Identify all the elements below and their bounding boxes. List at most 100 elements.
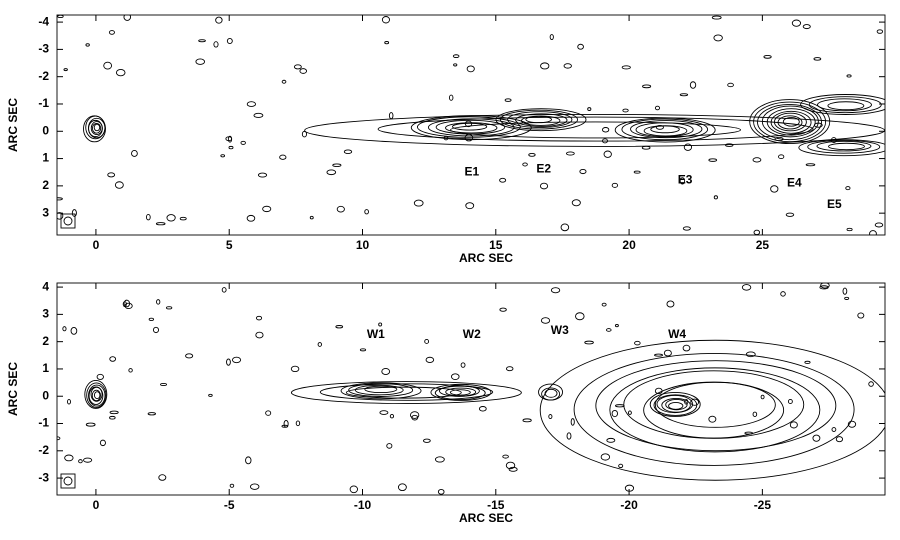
contour [753, 229, 761, 235]
contour [460, 362, 466, 368]
contour [708, 158, 718, 162]
contour [744, 431, 754, 435]
y-tick-label: 0 [42, 388, 49, 402]
y-tick-label: 1 [42, 151, 49, 165]
x-tick-label: 20 [622, 238, 636, 252]
contour [830, 137, 837, 143]
contour [63, 68, 68, 72]
contour [668, 401, 684, 410]
contour [817, 98, 872, 112]
x-axis-label: ARC SEC [459, 251, 513, 265]
contour [57, 212, 64, 220]
contour [332, 163, 342, 167]
contour [495, 108, 587, 132]
y-tick-label: 0 [42, 123, 49, 137]
contour [766, 108, 816, 136]
contour [603, 150, 612, 158]
plot-frame [56, 14, 886, 236]
contour [443, 135, 449, 141]
contour [571, 199, 581, 207]
contours [57, 15, 885, 235]
contour [279, 154, 287, 160]
contour [249, 483, 260, 490]
y-tick-label: 2 [42, 178, 49, 192]
contour [684, 399, 689, 405]
contour [57, 15, 64, 19]
contour [611, 182, 619, 188]
contour [663, 349, 672, 357]
contour [831, 427, 837, 432]
contour [846, 227, 853, 232]
contour [618, 463, 624, 469]
contour [820, 283, 830, 289]
contour [348, 383, 414, 397]
contour [633, 170, 641, 174]
contour [165, 306, 173, 310]
contour [85, 43, 90, 47]
contour [621, 118, 709, 141]
contour [499, 109, 578, 130]
contour [62, 326, 67, 332]
contour [290, 365, 300, 373]
contour [749, 99, 831, 145]
contour [847, 420, 857, 428]
contour [195, 58, 206, 65]
contour [70, 326, 78, 335]
contour [114, 181, 124, 189]
contour [449, 389, 471, 396]
contours [57, 283, 885, 495]
contour [770, 110, 812, 134]
contour [450, 121, 742, 139]
x-tick-label: 0 [93, 498, 100, 512]
contour [465, 202, 475, 210]
contour [123, 15, 132, 21]
y-tick-label: -4 [38, 14, 49, 28]
contour [430, 383, 492, 401]
contour [654, 387, 663, 395]
contour [452, 122, 488, 131]
contour [281, 79, 287, 84]
contour [789, 421, 798, 429]
contour [96, 373, 104, 380]
contour [262, 205, 272, 213]
contour [452, 54, 460, 59]
contour [283, 419, 289, 428]
contour [869, 230, 877, 235]
contour [228, 145, 234, 150]
y-tick-label: 3 [42, 307, 49, 321]
contour [99, 439, 106, 447]
contour [434, 456, 445, 463]
contour [499, 307, 507, 312]
contour [600, 453, 611, 461]
contour [804, 360, 811, 364]
contour [548, 414, 553, 420]
contour [158, 474, 167, 481]
contour [609, 367, 821, 453]
contour [575, 312, 585, 321]
annotation: E4 [787, 175, 802, 189]
contour [627, 410, 632, 415]
contour [541, 387, 561, 401]
contour [427, 118, 515, 137]
y-tick-label: 2 [42, 334, 49, 348]
y-tick-label: 3 [42, 205, 49, 219]
contour [422, 438, 431, 443]
contour [504, 98, 512, 102]
x-tick-label: 5 [226, 238, 233, 252]
contour [378, 322, 383, 327]
contour [757, 104, 822, 141]
contour [654, 353, 664, 357]
contour [453, 63, 458, 67]
contour [579, 168, 587, 175]
contour [522, 162, 528, 167]
contour [614, 324, 619, 328]
contour [290, 381, 522, 405]
contour [650, 125, 680, 134]
y-tick-label: -1 [38, 96, 49, 110]
contour [573, 353, 855, 466]
contour [622, 108, 629, 113]
contour [147, 412, 157, 416]
contour [654, 105, 661, 111]
annotation: E5 [827, 197, 842, 211]
y-axis-label: ARC SEC [6, 98, 20, 152]
